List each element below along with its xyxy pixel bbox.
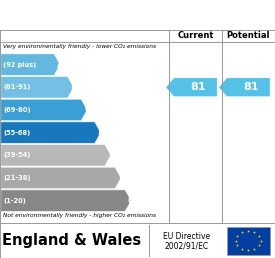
Polygon shape <box>1 122 101 143</box>
Polygon shape <box>1 144 111 166</box>
Text: (39-54): (39-54) <box>3 152 31 158</box>
Text: E: E <box>108 150 115 160</box>
Polygon shape <box>1 77 74 98</box>
Text: B: B <box>71 82 78 92</box>
Polygon shape <box>1 54 60 75</box>
Polygon shape <box>1 167 121 189</box>
Text: EU Directive: EU Directive <box>163 232 211 241</box>
Text: England & Wales: England & Wales <box>2 233 141 248</box>
Text: (81-91): (81-91) <box>3 84 31 90</box>
Text: 81: 81 <box>243 82 259 92</box>
Text: Not environmentally friendly - higher CO₂ emissions: Not environmentally friendly - higher CO… <box>3 213 156 219</box>
Text: F: F <box>118 173 125 183</box>
Text: G: G <box>128 196 136 206</box>
Polygon shape <box>219 78 270 97</box>
Bar <box>227 227 270 254</box>
Text: Current: Current <box>177 31 214 41</box>
Polygon shape <box>1 99 87 121</box>
Text: (1-20): (1-20) <box>3 198 26 204</box>
Text: 81: 81 <box>191 82 206 92</box>
Text: (55-68): (55-68) <box>3 130 31 136</box>
Polygon shape <box>166 78 217 97</box>
Text: C: C <box>84 105 91 115</box>
Text: (92 plus): (92 plus) <box>3 62 37 68</box>
Text: (69-80): (69-80) <box>3 107 31 113</box>
Text: A: A <box>57 60 64 70</box>
Polygon shape <box>1 190 131 211</box>
Text: (21-38): (21-38) <box>3 175 31 181</box>
Text: Environmental Impact (CO₂) Rating: Environmental Impact (CO₂) Rating <box>21 8 254 21</box>
Text: Very environmentally friendly - lower CO₂ emissions: Very environmentally friendly - lower CO… <box>3 44 156 49</box>
Text: 2002/91/EC: 2002/91/EC <box>165 241 209 250</box>
Text: Potential: Potential <box>227 31 270 41</box>
Text: D: D <box>97 128 105 138</box>
